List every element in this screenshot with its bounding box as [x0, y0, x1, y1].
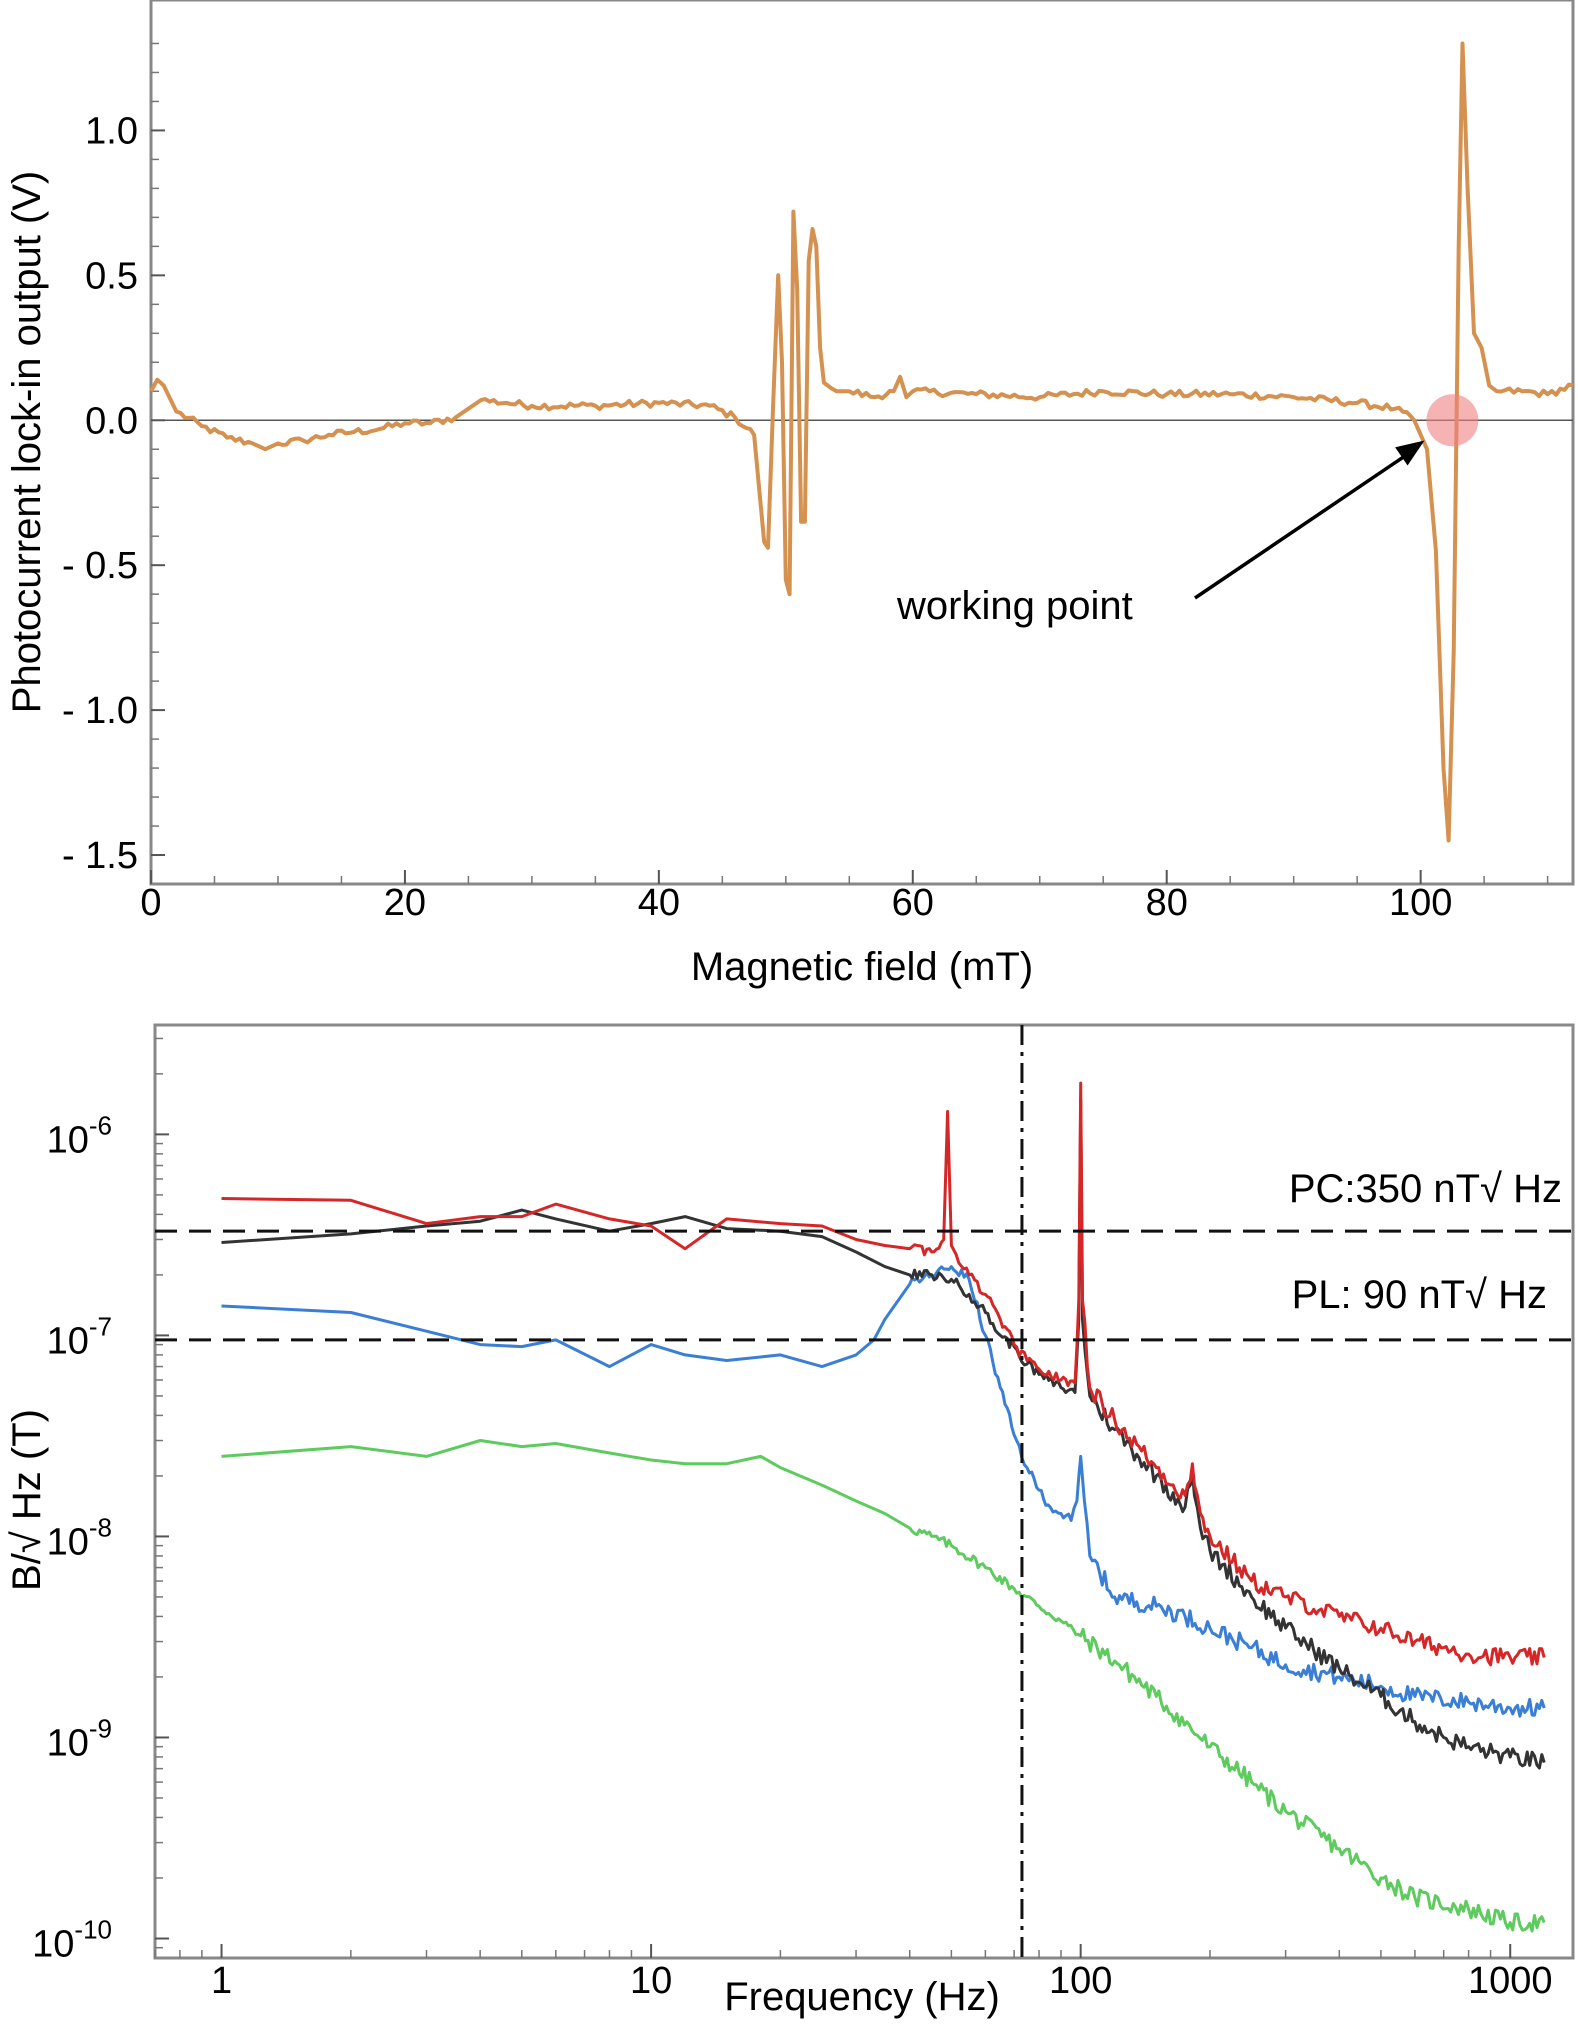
x-tick-label: 60 — [892, 882, 934, 924]
x-tick-label: 10 — [630, 1960, 672, 2002]
y-tick-label: 10-6 — [47, 1110, 112, 1161]
y-tick-label: 0.0 — [85, 400, 138, 442]
y-tick-label: - 0.5 — [62, 545, 138, 587]
series-green — [221, 1439, 1546, 1933]
x-tick-label: 1 — [211, 1960, 232, 2002]
top-chart: 0 20 40 60 80 100 1.0 0.5 0.0 - 0.5 - 1.0 - 1.5 wo… — [5, 0, 1575, 989]
x-tick-label: 40 — [638, 882, 680, 924]
y-tick-label: 10-10 — [32, 1915, 112, 1966]
x-tick-label: 0 — [140, 882, 161, 924]
bottom-x-axis-title: Frequency (Hz) — [724, 1975, 1000, 2019]
bottom-chart: 1 10 100 1000 10-610-710-810-910-10 PC:350 … — [5, 1023, 1575, 2019]
x-tick-label: 100 — [1049, 1960, 1112, 2002]
x-tick-label: 1000 — [1468, 1960, 1553, 2002]
bottom-series-group — [221, 1081, 1546, 1933]
series-blue — [221, 1265, 1546, 1718]
series-black — [221, 1097, 1546, 1770]
bottom-y-ticks: 10-610-710-810-910-10 — [32, 1037, 169, 1966]
y-tick-label: 1.0 — [85, 110, 138, 152]
y-tick-base: 10 — [47, 1722, 89, 1764]
y-tick-label: 10-9 — [47, 1713, 112, 1764]
y-tick-label: - 1.5 — [62, 835, 138, 877]
y-tick-label: - 1.0 — [62, 690, 138, 732]
top-plot-frame — [149, 0, 1575, 886]
bottom-y-axis-title: B/√ Hz (T) — [5, 1409, 49, 1591]
y-tick-label: 0.5 — [85, 255, 138, 297]
top-y-axis-title: Photocurrent lock-in output (V) — [5, 171, 49, 713]
bottom-x-ticks: 1 10 100 1000 — [154, 1944, 1553, 2002]
y-tick-label: 10-8 — [47, 1512, 112, 1563]
x-tick-label: 80 — [1146, 882, 1188, 924]
reference-label-pl: PL: 90 nT√ Hz — [1292, 1273, 1547, 1317]
annotation-working-point: working point — [896, 584, 1133, 628]
y-tick-exponent: -6 — [89, 1110, 112, 1140]
y-tick-base: 10 — [32, 1924, 74, 1966]
bottom-plot-frame — [153, 1023, 1575, 1960]
annotation-arrow — [1194, 448, 1416, 600]
top-y-ticks: 1.0 0.5 0.0 - 0.5 - 1.0 - 1.5 — [62, 42, 165, 877]
y-tick-exponent: -9 — [89, 1713, 112, 1743]
x-tick-label: 100 — [1389, 882, 1452, 924]
y-tick-label: 10-7 — [47, 1311, 112, 1362]
series-red — [221, 1081, 1546, 1667]
y-tick-exponent: -10 — [74, 1915, 112, 1945]
x-tick-label: 20 — [384, 882, 426, 924]
top-x-ticks: 0 20 40 60 80 100 — [140, 870, 1549, 924]
y-tick-base: 10 — [47, 1320, 89, 1362]
top-x-axis-title: Magnetic field (mT) — [691, 945, 1033, 989]
working-point-marker — [1426, 394, 1479, 447]
y-tick-base: 10 — [47, 1521, 89, 1563]
y-tick-base: 10 — [47, 1119, 89, 1161]
y-tick-exponent: -8 — [89, 1512, 112, 1542]
series-line — [149, 41, 1574, 843]
annotation-arrow-head — [1395, 440, 1425, 466]
reference-label-pc: PC:350 nT√ Hz — [1289, 1167, 1562, 1211]
y-tick-exponent: -7 — [89, 1311, 112, 1341]
